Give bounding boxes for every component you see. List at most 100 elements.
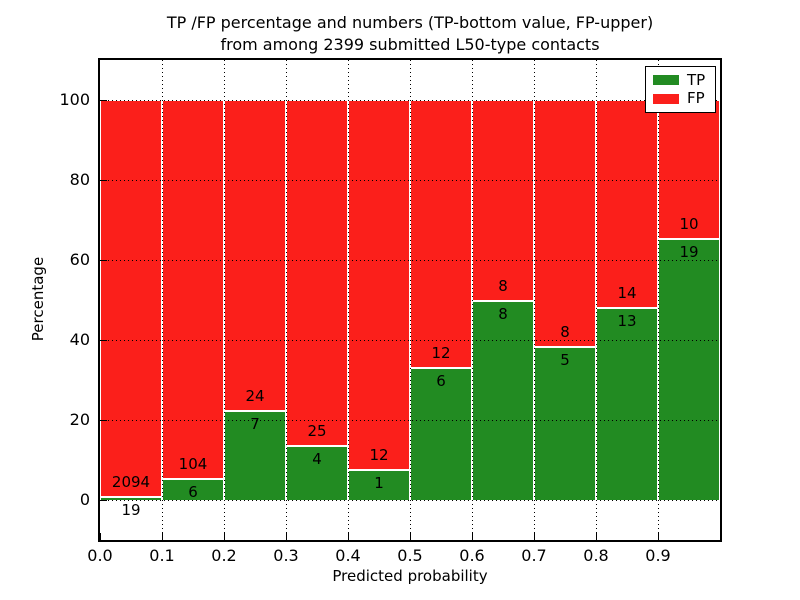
bar-segment-tp-0.7-0.8 [535, 346, 595, 500]
x-tick-0.5 [410, 533, 411, 540]
gridline-vertical-0.1 [161, 60, 163, 540]
fp-count-label-0.8-0.9: 14 [617, 284, 637, 303]
chart-title: TP /FP percentage and numbers (TP-bottom… [60, 12, 760, 56]
tp-swatch-icon [653, 75, 679, 86]
chart-title-line-2: from among 2399 submitted L50-type conta… [220, 35, 600, 54]
y-tick-label-60: 60 [69, 250, 90, 269]
x-tick-label-0.6: 0.6 [459, 546, 485, 565]
fp-count-label-0.3-0.4: 25 [307, 421, 327, 440]
gridline-vertical-0.8 [595, 60, 597, 540]
tp-count-label-0.5-0.6: 6 [436, 371, 446, 390]
y-tick-0 [100, 500, 107, 501]
x-axis-label: Predicted probability [332, 567, 488, 585]
bar-segment-tp-0.0-0.1 [101, 496, 161, 500]
bar-0.7-0.8 [534, 100, 596, 500]
y-tick-80 [100, 180, 107, 181]
x-tick-label-0.0: 0.0 [87, 546, 113, 565]
x-tick-label-0.9: 0.9 [645, 546, 671, 565]
bar-segment-tp-0.6-0.7 [473, 300, 533, 500]
tp-count-label-0.7-0.8: 5 [560, 351, 570, 370]
gridline-vertical-0.9 [657, 60, 659, 540]
legend-entry-fp: FP [653, 91, 709, 106]
fp-count-label-0.1-0.2: 104 [178, 455, 208, 474]
y-tick-label-80: 80 [69, 170, 90, 189]
y-tick-20 [100, 420, 107, 421]
bar-segment-tp-0.9-1.0 [659, 237, 719, 500]
fp-count-label-0.7-0.8: 8 [560, 323, 570, 342]
bar-0.9-1.0 [658, 100, 720, 500]
x-tick-0.8 [596, 533, 597, 540]
legend: TP FP [645, 66, 716, 113]
fp-count-label-0.9-1.0: 10 [679, 214, 699, 233]
gridline-horizontal-100 [100, 99, 720, 101]
x-tick-0.2 [224, 533, 225, 540]
bar-0.2-0.3 [224, 100, 286, 500]
tp-count-label-0.0-0.1: 19 [121, 501, 141, 520]
bar-0.6-0.7 [472, 100, 534, 500]
x-tick-label-0.2: 0.2 [211, 546, 237, 565]
bar-segment-tp-0.5-0.6 [411, 366, 471, 500]
bar-0.1-0.2 [162, 100, 224, 500]
tp-count-label-0.6-0.7: 8 [498, 305, 508, 323]
y-tick-100 [100, 100, 107, 101]
gridline-vertical-0.5 [409, 60, 411, 540]
fp-count-label-0.0-0.1: 2094 [111, 473, 151, 492]
gridline-vertical-0.2 [223, 60, 225, 540]
x-tick-label-0.4: 0.4 [335, 546, 361, 565]
legend-label-fp: FP [687, 89, 705, 108]
fp-count-label-0.2-0.3: 24 [245, 386, 265, 405]
x-tick-label-0.1: 0.1 [149, 546, 175, 565]
y-tick-label-20: 20 [69, 410, 90, 429]
bar-0.0-0.1 [100, 100, 162, 500]
y-tick-40 [100, 340, 107, 341]
gridline-horizontal-40 [100, 339, 720, 341]
bar-segment-tp-0.3-0.4 [287, 444, 347, 500]
tp-count-label-0.2-0.3: 7 [250, 414, 260, 433]
x-tick-label-0.3: 0.3 [273, 546, 299, 565]
y-tick-label-0: 0 [79, 490, 90, 509]
tp-count-label-0.3-0.4: 4 [312, 449, 322, 468]
gridline-vertical-0.6 [471, 60, 473, 540]
x-tick-0.1 [162, 533, 163, 540]
x-tick-0.7 [534, 533, 535, 540]
bar-segment-tp-0.2-0.3 [225, 409, 285, 500]
fp-count-label-0.5-0.6: 12 [431, 343, 451, 362]
x-tick-0.9 [658, 533, 659, 540]
tp-count-label-0.8-0.9: 13 [617, 312, 637, 331]
y-tick-60 [100, 260, 107, 261]
fp-count-label-0.6-0.7: 8 [498, 277, 508, 295]
fp-count-label-0.4-0.5: 12 [369, 446, 389, 465]
x-tick-label-0.8: 0.8 [583, 546, 609, 565]
legend-label-tp: TP [687, 70, 706, 89]
bar-0.5-0.6 [410, 100, 472, 500]
gridline-horizontal-80 [100, 179, 720, 181]
legend-entry-tp: TP [653, 70, 709, 89]
y-axis-label: Percentage [29, 256, 47, 342]
chart-title-line-1: TP /FP percentage and numbers (TP-bottom… [166, 13, 654, 32]
x-tick-0.0 [100, 533, 101, 540]
gridline-vertical-0.7 [533, 60, 535, 540]
bar-0.3-0.4 [286, 100, 348, 500]
bar-segment-tp-0.8-0.9 [597, 307, 657, 500]
x-tick-0.6 [472, 533, 473, 540]
tp-count-label-0.1-0.2: 6 [188, 483, 198, 502]
x-tick-label-0.5: 0.5 [397, 546, 423, 565]
x-tick-0.4 [348, 533, 349, 540]
gridline-vertical-0.4 [347, 60, 349, 540]
x-tick-0.3 [286, 533, 287, 540]
tp-count-label-0.9-1.0: 19 [679, 242, 699, 261]
plot-area: 2094 19 104 6 24 7 25 4 12 1 12 6 8 8 8 5 14 13 10 19 [98, 58, 722, 542]
gridline-vertical-0.3 [285, 60, 287, 540]
gridline-horizontal-60 [100, 259, 720, 261]
gridline-horizontal-0 [100, 499, 720, 501]
gridline-horizontal-20 [100, 419, 720, 421]
x-tick-label-0.7: 0.7 [521, 546, 547, 565]
tp-count-label-0.4-0.5: 1 [374, 474, 384, 493]
bar-segment-tp-0.1-0.2 [163, 478, 223, 500]
y-tick-label-100: 100 [59, 90, 90, 109]
bar-0.4-0.5 [348, 100, 410, 500]
y-tick-label-40: 40 [69, 330, 90, 349]
fp-swatch-icon [653, 93, 679, 104]
bar-segment-tp-0.4-0.5 [349, 469, 409, 500]
